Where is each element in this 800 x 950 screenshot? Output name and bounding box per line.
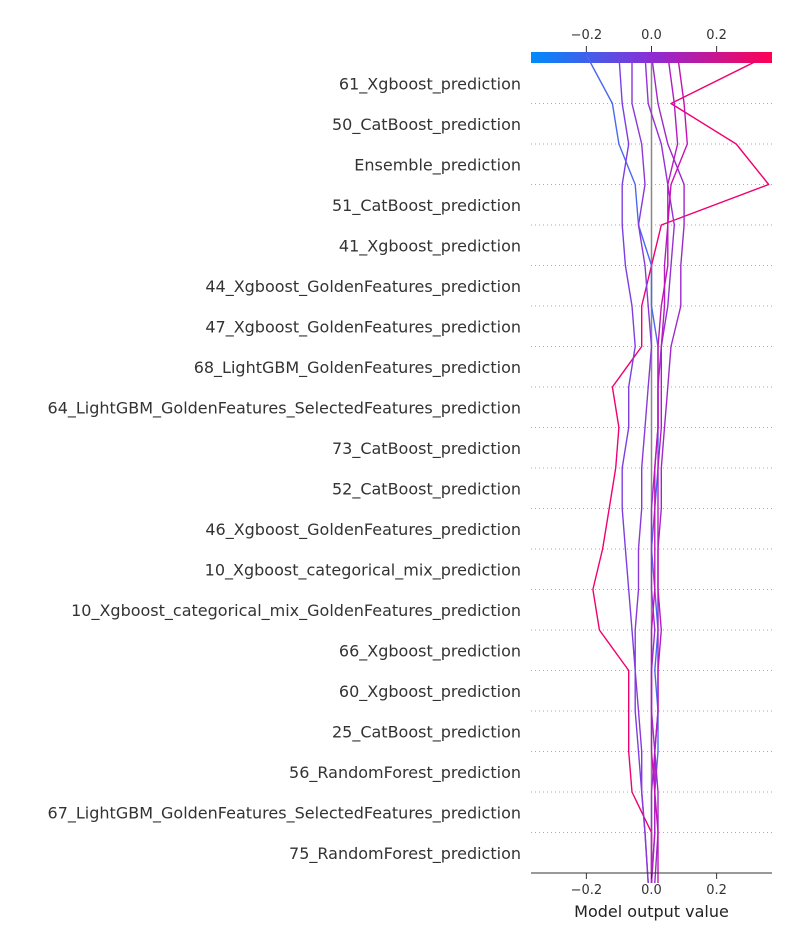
prediction-path-3 (631, 55, 653, 884)
top-axis: −0.2 0.0 0.2 (571, 28, 727, 52)
prediction-path-7 (650, 54, 688, 883)
feature-label: 56_RandomForest_prediction (289, 763, 521, 783)
prediction-path-2 (618, 54, 649, 884)
feature-label: 47_Xgboost_GoldenFeatures_prediction (205, 317, 521, 337)
feature-label: 52_CatBoost_prediction (332, 479, 521, 499)
feature-label: 66_Xgboost_prediction (339, 641, 521, 661)
feature-label: 10_Xgboost_categorical_mix_GoldenFeature… (71, 601, 521, 621)
prediction-paths (585, 54, 770, 884)
feature-label: 67_LightGBM_GoldenFeatures_SelectedFeatu… (48, 803, 521, 823)
feature-label: 73_CatBoost_prediction (332, 439, 521, 459)
feature-labels: 61_Xgboost_prediction 50_CatBoost_predict… (48, 74, 521, 864)
prediction-path-0 (592, 54, 770, 883)
feature-label: 51_CatBoost_prediction (332, 196, 521, 216)
feature-label: 10_Xgboost_categorical_mix_prediction (205, 560, 521, 580)
feature-label: 60_Xgboost_prediction (339, 682, 521, 702)
feature-label: 50_CatBoost_prediction (332, 115, 521, 135)
feature-label: 44_Xgboost_GoldenFeatures_prediction (205, 277, 521, 297)
feature-label: 64_LightGBM_GoldenFeatures_SelectedFeatu… (48, 398, 521, 418)
feature-label: Ensemble_prediction (354, 155, 521, 175)
prediction-path-5 (650, 54, 685, 884)
feature-label: 46_Xgboost_GoldenFeatures_prediction (205, 520, 521, 540)
x-axis-title: Model output value (574, 902, 729, 921)
prediction-path-6 (650, 54, 679, 884)
feature-label: 75_RandomForest_prediction (289, 844, 521, 864)
top-tick-label: −0.2 (571, 28, 603, 43)
top-tick-label: 0.0 (641, 28, 662, 43)
feature-label: 61_Xgboost_prediction (339, 74, 521, 94)
bottom-tick-label: 0.2 (706, 883, 727, 898)
feature-label: 68_LightGBM_GoldenFeatures_prediction (194, 358, 521, 378)
top-tick-label: 0.2 (706, 28, 727, 43)
bottom-axis: −0.2 0.0 0.2 (571, 873, 727, 898)
bottom-tick-label: 0.0 (641, 883, 662, 898)
prediction-path-4 (644, 54, 675, 883)
feature-label: 25_CatBoost_prediction (332, 722, 521, 742)
bottom-tick-label: −0.2 (571, 883, 603, 898)
feature-label: 41_Xgboost_prediction (339, 236, 521, 256)
